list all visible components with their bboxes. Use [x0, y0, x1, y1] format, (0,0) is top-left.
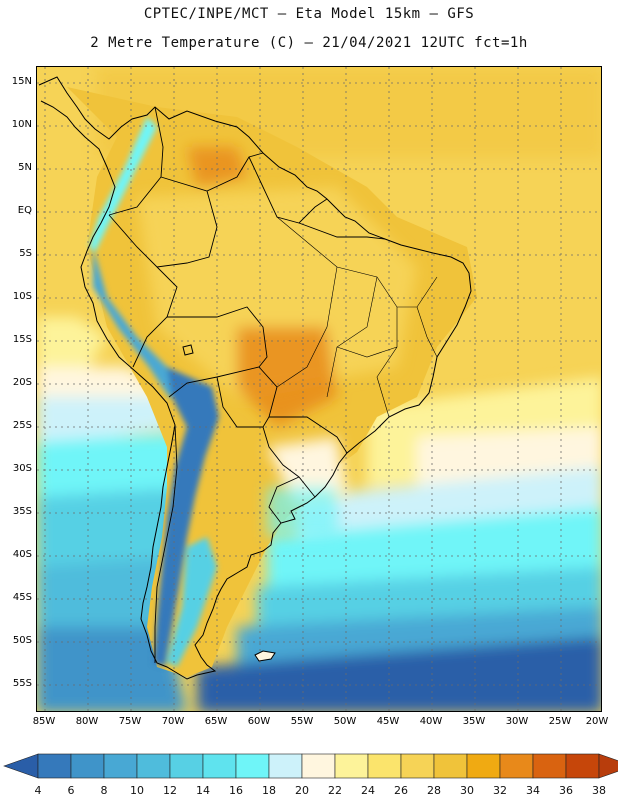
- colorbar-label: 28: [427, 784, 441, 797]
- lon-label: 20W: [585, 716, 609, 727]
- colorbar-label: 30: [460, 784, 474, 797]
- lon-label: 85W: [32, 716, 56, 727]
- lon-label: 45W: [376, 716, 400, 727]
- lat-label: 55S: [12, 678, 32, 689]
- lon-label: 35W: [462, 716, 486, 727]
- lon-label: 80W: [75, 716, 99, 727]
- lat-label: 15N: [11, 76, 32, 87]
- colorbar-label: 36: [559, 784, 573, 797]
- colorbar-segment: [499, 753, 534, 779]
- lon-label: 25W: [548, 716, 572, 727]
- lon-label: 50W: [333, 716, 357, 727]
- colorbar-segment: [565, 753, 600, 779]
- colorbar-label: 20: [295, 784, 309, 797]
- colorbar-segment: [169, 753, 204, 779]
- colorbar-segment: [400, 753, 435, 779]
- lon-label: 70W: [161, 716, 185, 727]
- lon-label: 30W: [505, 716, 529, 727]
- lon-label: 40W: [419, 716, 443, 727]
- colorbar-segment: [532, 753, 567, 779]
- colorbar-label: 22: [328, 784, 342, 797]
- continent-coastline: [38, 76, 472, 680]
- lat-label: 5N: [18, 162, 32, 173]
- country-borders: [108, 106, 386, 663]
- colorbar-segment: [202, 753, 237, 779]
- lat-label: EQ: [17, 205, 32, 216]
- colorbar-label: 38: [592, 784, 606, 797]
- lat-label: 10S: [12, 291, 32, 302]
- colorbar-segment: [433, 753, 468, 779]
- colorbar-segment: [466, 753, 501, 779]
- colorbar-label: 14: [196, 784, 210, 797]
- colorbar-segment: [367, 753, 402, 779]
- colorbar-segment: [136, 753, 171, 779]
- coastlines-and-borders: [38, 76, 472, 680]
- lon-label: 60W: [247, 716, 271, 727]
- lat-label: 40S: [12, 549, 32, 560]
- brazil-state-lines: [276, 216, 438, 418]
- lat-label: 5S: [19, 248, 32, 259]
- colorbar-segment: [235, 753, 270, 779]
- lat-label: 50S: [12, 635, 32, 646]
- lat-label: 45S: [12, 592, 32, 603]
- colorbar-label: 24: [361, 784, 375, 797]
- colorbar-label: 4: [34, 784, 42, 797]
- colorbar-segment: [103, 753, 138, 779]
- colorbar-segment: [334, 753, 369, 779]
- colorbar-label: 16: [229, 784, 243, 797]
- map-title-line-1: CPTEC/INPE/MCT – Eta Model 15km – GFS: [143, 6, 475, 22]
- colorbar-label: 12: [163, 784, 177, 797]
- lon-label: 55W: [290, 716, 314, 727]
- lat-label: 30S: [12, 463, 32, 474]
- lat-label: 25S: [12, 420, 32, 431]
- lon-label: 75W: [118, 716, 142, 727]
- colorbar-label: 6: [67, 784, 75, 797]
- colorbar-max-cap: [598, 753, 618, 779]
- colorbar-label: 10: [130, 784, 144, 797]
- temperature-map[interactable]: [36, 66, 602, 712]
- colorbar-label: 26: [394, 784, 408, 797]
- colorbar-min-cap: [3, 753, 39, 779]
- lat-label: 10N: [11, 119, 32, 130]
- map-title-line-2: 2 Metre Temperature (C) – 21/04/2021 12U…: [90, 35, 528, 51]
- colorbar-label: 34: [526, 784, 540, 797]
- graticule: [37, 67, 601, 711]
- lat-label: 35S: [12, 506, 32, 517]
- map-canvas: [37, 67, 601, 711]
- lake-titicaca: [182, 344, 194, 356]
- colorbar-label: 8: [100, 784, 108, 797]
- falkland-islands: [254, 650, 276, 662]
- colorbar-label: 32: [493, 784, 507, 797]
- lat-label: 15S: [12, 334, 32, 345]
- lat-label: 20S: [12, 377, 32, 388]
- colorbar-segment: [301, 753, 336, 779]
- colorbar-segment: [268, 753, 303, 779]
- lon-label: 65W: [204, 716, 228, 727]
- colorbar-segment: [37, 753, 72, 779]
- colorbar-label: 18: [262, 784, 276, 797]
- temperature-colorbar: [3, 753, 618, 779]
- colorbar-segment: [70, 753, 105, 779]
